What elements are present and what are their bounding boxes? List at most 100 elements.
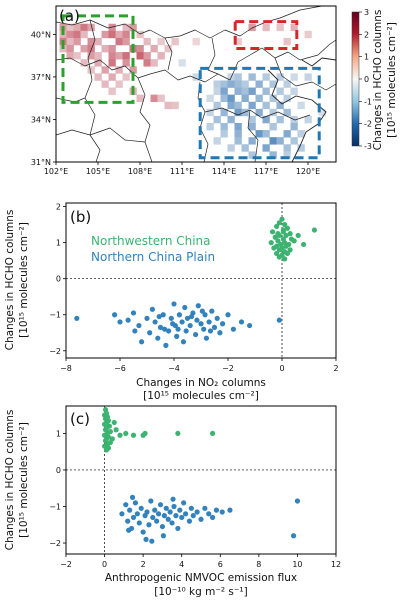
- green-data-point: [209, 430, 216, 437]
- blue-data-point: [160, 312, 166, 318]
- heatmap-cell: [269, 80, 277, 88]
- heatmap-cell: [304, 73, 312, 81]
- heatmap-cell: [94, 73, 102, 81]
- heatmap-cell: [143, 59, 151, 67]
- colorbar-tick-label: 1: [364, 53, 369, 62]
- border-line: [299, 39, 337, 61]
- heatmap-cell: [73, 52, 81, 60]
- heatmap-cell: [220, 123, 228, 131]
- coastline: [267, 57, 337, 163]
- heatmap-cell: [122, 30, 130, 39]
- heatmap-cell: [122, 37, 130, 46]
- blue-data-point: [134, 511, 140, 517]
- y-tick-label: 0: [56, 466, 61, 475]
- coastline-path: [301, 57, 337, 67]
- blue-data-point: [144, 509, 150, 515]
- green-data-point: [301, 241, 307, 248]
- heatmap-cell: [178, 59, 186, 67]
- heatmap-cell: [192, 73, 200, 81]
- heatmap-cell: [66, 52, 74, 60]
- blue-data-point: [119, 511, 125, 517]
- heatmap-cell: [304, 30, 312, 39]
- blue-data-point: [157, 324, 164, 330]
- heatmap-cell: [227, 115, 235, 124]
- heatmap-cell: [94, 52, 102, 60]
- heatmap-cell: [157, 37, 165, 46]
- x-tick-label: 6: [218, 560, 223, 569]
- x-tick-label: 102°E: [44, 167, 68, 176]
- heatmap-cell: [227, 94, 235, 103]
- x-tick-label: 105°E: [86, 167, 110, 176]
- blue-data-point: [127, 507, 133, 513]
- heatmap-cell: [241, 87, 249, 95]
- blue-data-point: [123, 502, 129, 508]
- heatmap-cell: [143, 37, 151, 46]
- blue-data-point: [152, 507, 158, 513]
- blue-data-point: [154, 518, 160, 524]
- blue-data-point: [190, 513, 196, 519]
- green-data-point: [282, 256, 288, 262]
- blue-data-point: [199, 308, 205, 314]
- heatmap-cell: [283, 80, 291, 88]
- blue-data-point: [219, 509, 225, 515]
- blue-data-point: [155, 511, 162, 517]
- panel-a-label: (a): [59, 7, 80, 25]
- x-tick-label: 2: [333, 364, 338, 373]
- green-data-point: [276, 254, 282, 260]
- blue-data-point: [207, 328, 214, 334]
- heatmap-cell: [108, 45, 116, 53]
- heatmap-cell: [66, 45, 74, 53]
- blue-data-point: [171, 503, 177, 510]
- heatmap-cell: [234, 137, 242, 145]
- blue-data-point: [170, 496, 176, 502]
- heatmap-cell: [220, 87, 228, 95]
- heatmap-cell: [108, 23, 116, 32]
- x-tick-label: 0: [102, 560, 107, 569]
- blue-data-point: [202, 505, 208, 511]
- panel-b-y-ticks: −2 −1 0 1 2: [49, 203, 66, 356]
- heatmap-cell: [304, 115, 312, 124]
- heatmap-cell: [122, 52, 130, 60]
- heatmap-cell: [234, 130, 242, 138]
- blue-data-point: [202, 312, 208, 318]
- panel-b-points: [74, 216, 317, 348]
- green-data-point: [109, 436, 115, 442]
- heatmap-cell: [241, 94, 249, 103]
- blue-data-point: [74, 315, 80, 321]
- colorbar: [351, 11, 360, 147]
- blue-data-point: [130, 514, 137, 521]
- heatmap-cell: [283, 151, 291, 159]
- heatmap-cell: [80, 30, 88, 39]
- blue-data-point: [129, 494, 136, 500]
- heatmap-cell: [276, 137, 284, 145]
- heatmap-cell: [248, 23, 256, 32]
- heatmap-cell: [220, 80, 228, 88]
- heatmap-cell: [73, 37, 81, 46]
- blue-data-point: [140, 529, 146, 535]
- blue-data-point: [169, 520, 175, 526]
- heatmap-cell: [262, 130, 270, 138]
- heatmap-cell: [108, 87, 116, 95]
- green-data-point: [274, 250, 280, 257]
- x-tick-label: −2: [222, 364, 234, 373]
- green-data-point: [284, 225, 290, 231]
- green-data-point: [283, 232, 289, 239]
- border-line: [179, 5, 323, 39]
- heatmap-cell: [290, 87, 298, 95]
- blue-data-point: [160, 533, 166, 539]
- blue-data-point: [217, 330, 223, 336]
- border-line: [207, 37, 219, 75]
- green-data-point: [175, 430, 181, 437]
- border-line: [204, 107, 311, 121]
- x-tick-label: 4: [179, 560, 184, 569]
- blue-data-point: [130, 310, 137, 316]
- map-frame: [55, 5, 337, 163]
- green-data-point: [103, 447, 110, 453]
- heatmap-cell: [262, 73, 270, 81]
- y-tick-label: −1: [49, 311, 61, 320]
- blue-data-point: [166, 328, 172, 334]
- heatmap-cell: [290, 123, 298, 131]
- heatmap-cell: [129, 66, 137, 74]
- heatmap-cell: [87, 37, 95, 46]
- x-tick-label: 114°E: [212, 167, 236, 176]
